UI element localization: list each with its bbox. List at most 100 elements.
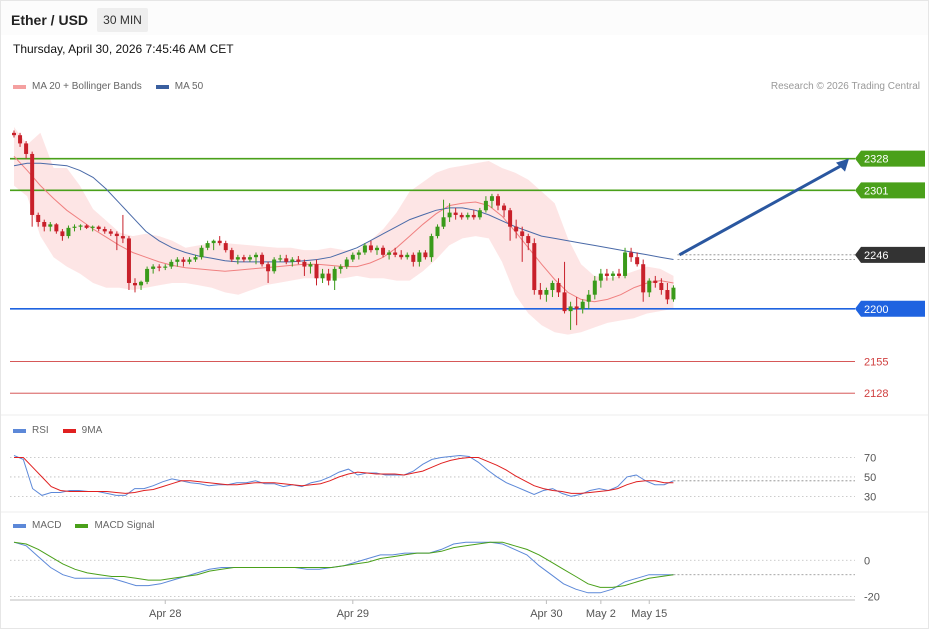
candle: [411, 254, 416, 262]
candle: [459, 214, 464, 218]
candle: [205, 243, 210, 248]
rsi-legend: RSI 9MA: [13, 425, 116, 436]
level-label-2200: 2200: [864, 304, 888, 316]
candle: [544, 290, 549, 295]
candle: [54, 224, 59, 232]
candle: [151, 266, 156, 269]
ma20-swatch: [13, 84, 26, 89]
candle: [441, 217, 446, 227]
candle: [157, 266, 162, 268]
candle: [290, 259, 295, 262]
candle: [175, 259, 180, 262]
candle: [266, 264, 271, 272]
candle: [356, 252, 361, 255]
timeframe-badge[interactable]: 30 MIN: [97, 8, 148, 32]
candle: [284, 258, 289, 262]
candle: [350, 254, 355, 260]
candle: [526, 236, 531, 244]
legend-ma20: MA 20 + Bollinger Bands: [32, 81, 142, 92]
level-label-2301: 2301: [864, 185, 888, 197]
x-axis: Apr 28 Apr 29 Apr 30 May 2 May 15: [149, 600, 667, 620]
candle: [556, 282, 561, 293]
level-tag-2328: [855, 150, 925, 167]
candle: [623, 252, 628, 276]
candle: [199, 247, 204, 258]
macd-legend: MACD MACD Signal: [13, 520, 168, 531]
candle: [508, 210, 513, 227]
candle: [314, 264, 319, 279]
candle: [435, 226, 440, 237]
candle: [647, 280, 652, 293]
candle: [489, 196, 494, 201]
macd-series-1: [13, 541, 674, 588]
candle: [108, 231, 113, 234]
candle: [598, 273, 603, 281]
candle: [417, 252, 422, 262]
candle: [145, 268, 150, 282]
candle: [338, 266, 343, 269]
macd-pane: -20 0: [10, 541, 880, 603]
candle: [235, 257, 240, 260]
ma50-line: [13, 162, 674, 263]
level-tag-2200: [855, 300, 925, 317]
candle: [30, 153, 35, 215]
candle: [78, 225, 83, 227]
candle: [635, 257, 640, 265]
candle: [471, 214, 476, 218]
candle: [12, 132, 16, 136]
x-tick-label: Apr 30: [530, 608, 562, 620]
candle: [568, 306, 573, 312]
candle: [574, 306, 579, 309]
target-arrow-shaft: [678, 163, 844, 257]
candle: [550, 282, 555, 291]
candle: [447, 212, 452, 218]
candle: [538, 290, 543, 295]
candle: [36, 214, 41, 222]
candle: [272, 259, 277, 272]
candle: [326, 273, 331, 281]
candle: [604, 273, 609, 276]
candle: [659, 282, 664, 291]
candle: [465, 214, 470, 218]
x-tick-label: Apr 29: [337, 608, 369, 620]
candle: [453, 212, 458, 215]
candle: [181, 259, 186, 262]
candle: [617, 273, 621, 276]
level-tag-2246: [855, 246, 925, 263]
macd-series-0: [13, 541, 674, 594]
candle: [399, 254, 404, 258]
macd-signal-swatch: [75, 523, 89, 528]
chart-header: Ether / USD 30 MIN: [1, 1, 928, 35]
candle: [641, 264, 646, 293]
candle: [114, 233, 119, 237]
candle: [229, 250, 234, 260]
rsi-ma-swatch: [62, 428, 76, 433]
x-tick-label: May 15: [631, 608, 667, 620]
candle: [193, 257, 198, 260]
candle: [120, 236, 125, 239]
candle: [580, 301, 585, 309]
candle: [254, 254, 258, 258]
bollinger-band: [14, 127, 674, 335]
level-label-2246: 2246: [864, 250, 888, 262]
candle: [592, 280, 597, 295]
legend-rsi: RSI: [32, 425, 49, 436]
candle: [332, 268, 337, 281]
level-label-2155: 2155: [864, 357, 888, 369]
legend-macd: MACD: [32, 520, 62, 531]
legend-macd-signal: MACD Signal: [94, 520, 155, 531]
candle: [423, 252, 428, 258]
candle: [302, 261, 307, 267]
instrument-title: Ether / USD: [11, 12, 89, 28]
candle: [90, 226, 95, 228]
candle: [133, 282, 137, 286]
candle: [520, 231, 525, 237]
rsi-tick-label: 50: [864, 472, 876, 484]
rsi-pane: 30 50 70: [10, 452, 876, 503]
candle: [48, 224, 53, 227]
timestamp: Thursday, April 30, 2026 7:45:46 AM CET: [13, 42, 234, 56]
candle: [223, 243, 228, 251]
ma50-swatch: [155, 84, 169, 89]
candle: [610, 273, 615, 276]
